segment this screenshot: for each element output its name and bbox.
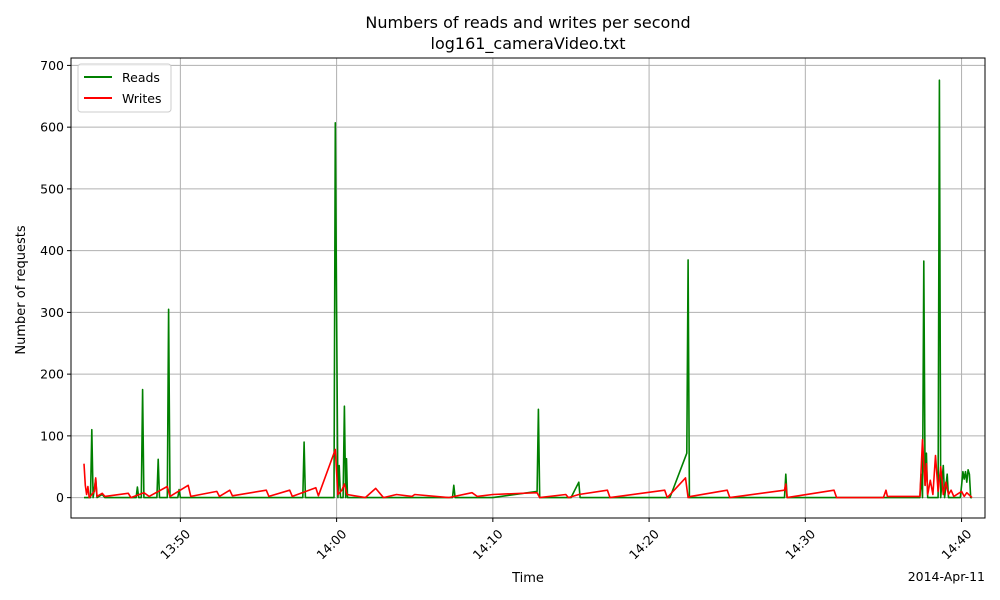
- y-tick-label: 500: [40, 181, 64, 196]
- series-line-writes: [83, 438, 973, 499]
- chart-subtitle: log161_cameraVideo.txt: [431, 34, 626, 54]
- y-axis: 0 100 200 300 400 500 600 700: [40, 58, 71, 505]
- y-axis-label: Number of requests: [14, 225, 29, 354]
- grid-lines: [71, 58, 985, 518]
- y-tick-label: 400: [40, 243, 64, 258]
- legend-label-reads: Reads: [122, 70, 160, 85]
- x-tick-label: 14:40: [938, 526, 974, 562]
- date-annotation: 2014-Apr-11: [908, 569, 985, 584]
- y-tick-label: 200: [40, 367, 64, 382]
- chart-title: Numbers of reads and writes per second: [365, 13, 690, 32]
- x-axis: 13:50 14:00 14:10 14:20 14:30 14:40: [157, 518, 974, 562]
- legend: Reads Writes: [77, 63, 172, 113]
- plot-frame: [70, 57, 986, 519]
- y-tick-label: 0: [56, 490, 64, 505]
- series-line-reads: [84, 79, 972, 499]
- x-tick-label: 14:10: [470, 526, 506, 562]
- x-tick-label: 13:50: [157, 526, 193, 562]
- legend-label-writes: Writes: [122, 91, 162, 106]
- x-tick-label: 14:20: [626, 526, 662, 562]
- plot-series: [83, 79, 973, 499]
- x-tick-label: 14:30: [782, 526, 818, 562]
- y-tick-label: 600: [40, 120, 64, 135]
- x-axis-label: Time: [511, 571, 544, 586]
- y-tick-label: 300: [40, 305, 64, 320]
- x-tick-label: 14:00: [313, 526, 349, 562]
- y-tick-label: 100: [40, 428, 64, 443]
- y-tick-label: 700: [40, 58, 64, 73]
